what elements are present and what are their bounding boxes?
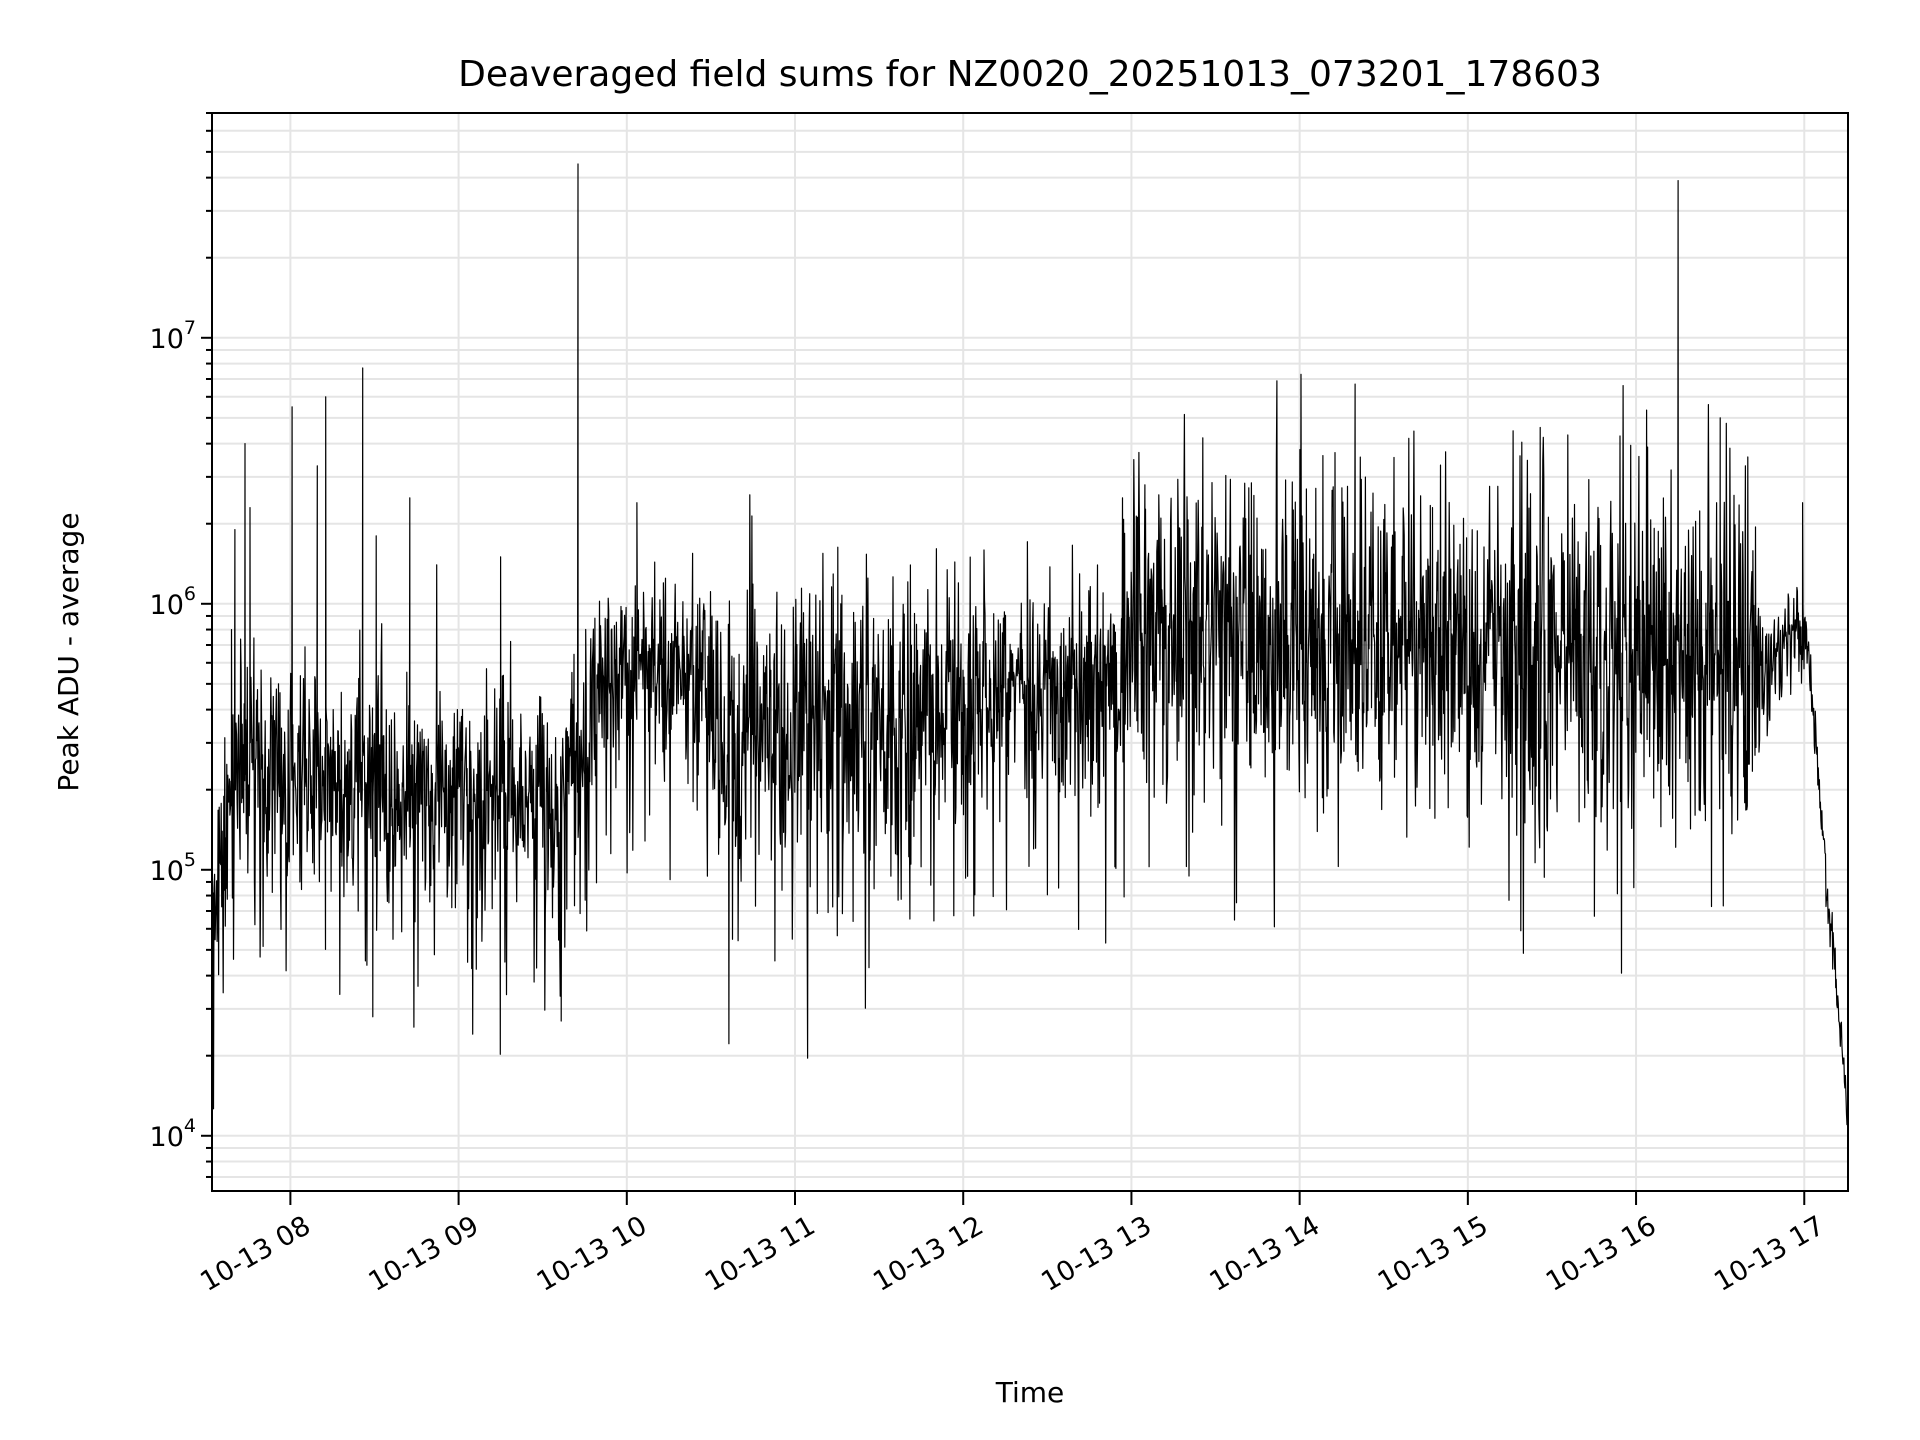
x-axis-label: Time	[995, 1376, 1065, 1409]
y-tick-label: 106	[150, 583, 196, 621]
y-tick-base: 10	[150, 324, 184, 355]
y-tick-exponent: 6	[184, 583, 196, 605]
y-tick-label: 105	[150, 849, 196, 887]
y-tick-base: 10	[150, 856, 184, 887]
y-tick-base: 10	[150, 590, 184, 621]
series-line	[211, 163, 1849, 1144]
y-tick-exponent: 4	[184, 1115, 196, 1137]
y-tick-exponent: 7	[184, 317, 196, 339]
series-group	[211, 163, 1849, 1144]
chart-title: Deaveraged field sums for NZ0020_2025101…	[458, 54, 1602, 95]
y-tick-label: 104	[150, 1115, 196, 1153]
y-tick-exponent: 5	[184, 849, 196, 871]
y-axis-label: Peak ADU - average	[52, 512, 85, 791]
y-tick-label: 107	[150, 317, 196, 355]
axes-frame	[211, 112, 1849, 1192]
y-tick-base: 10	[150, 1122, 184, 1153]
